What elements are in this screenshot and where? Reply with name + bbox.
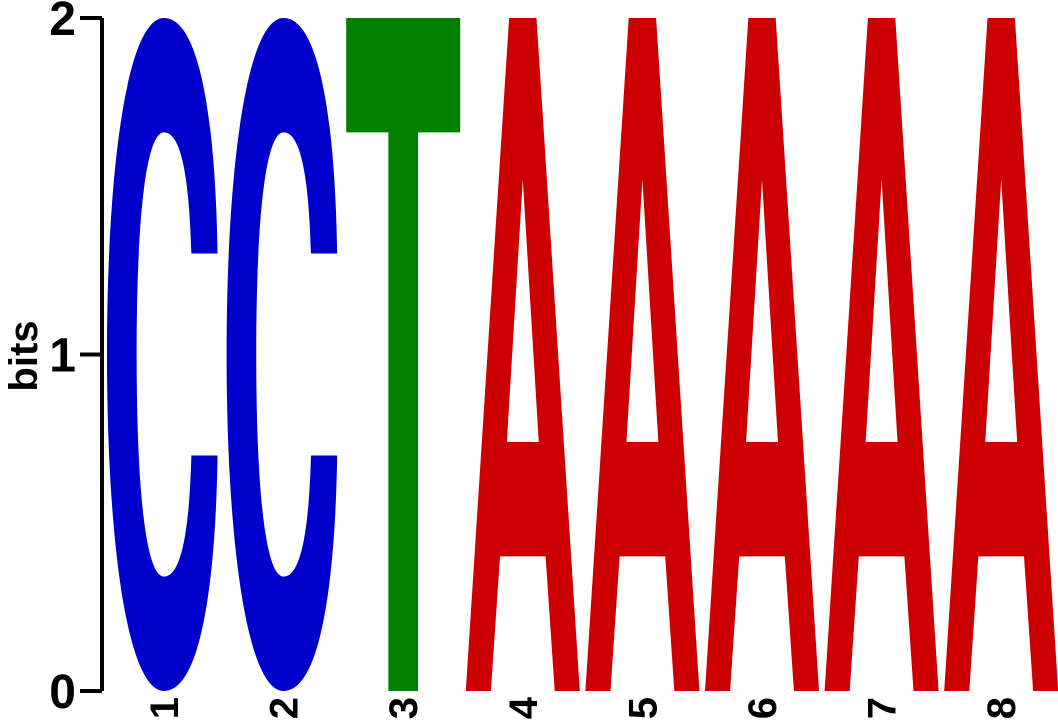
letter-t-glyph [346,18,461,691]
letter-stack-3 [346,18,461,691]
letter-c-glyph [107,18,218,691]
x-position-label: 3 [382,697,426,719]
letter-a-glyph [824,18,939,691]
y-axis-title: bits [2,320,46,391]
letter-stack-6 [705,18,819,691]
letter-stack-7 [824,18,939,691]
letter-a-glyph [585,18,700,691]
y-tick-label: 2 [49,0,76,46]
x-position-label: 1 [143,697,187,719]
letter-c-glyph [226,18,338,691]
letter-stack-8 [944,18,1058,692]
x-position-label: 6 [741,697,785,719]
x-axis-position-labels: 1 2 3 4 5 6 7 8 [143,696,1024,719]
y-tick-label: 0 [49,666,76,719]
letter-a-glyph [944,18,1058,692]
y-tick-label: 1 [49,330,76,383]
letter-a-glyph [705,18,819,691]
x-position-label: 8 [980,697,1024,719]
letter-stack-5 [585,18,700,691]
x-position-label: 5 [621,697,665,719]
x-position-label: 2 [263,697,307,719]
x-position-label: 7 [861,697,905,719]
letter-a-glyph [465,18,580,691]
letter-stack-2 [226,18,338,691]
letter-stacks [107,18,1058,692]
letter-stack-1 [107,18,218,691]
y-axis-ticks: 0 1 2 [49,0,102,719]
x-position-label: 4 [502,696,546,719]
letter-stack-4 [465,18,580,691]
